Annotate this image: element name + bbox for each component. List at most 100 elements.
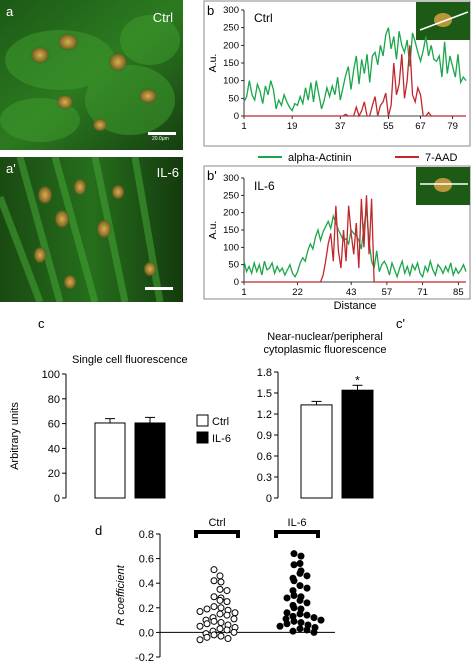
scatter-point-ctrl <box>223 587 231 595</box>
scatter-point-il-6 <box>296 610 304 618</box>
scatter-point-il-6 <box>290 561 298 569</box>
scatter-point-ctrl <box>216 596 224 604</box>
scatter-point-ctrl <box>203 605 211 613</box>
y-tick-label: 150 <box>223 58 239 69</box>
scatter-point-il-6 <box>296 569 304 577</box>
scatter-point-ctrl <box>210 577 218 585</box>
y-axis-label: A.u. <box>207 54 219 73</box>
scatter-point-ctrl <box>230 628 238 636</box>
y-tick-label: 250 <box>223 23 239 34</box>
scatter-point-il-6 <box>310 628 318 636</box>
scatter-point-il-6 <box>283 620 291 628</box>
scatter-point-il-6 <box>290 604 298 612</box>
scatter-point-il-6 <box>303 626 311 634</box>
y-tick-label: 0.6 <box>139 554 154 566</box>
scatter-point-ctrl <box>223 626 231 634</box>
scatter-point-ctrl <box>196 607 204 615</box>
x-tick-label: 37 <box>335 121 346 132</box>
legend-label: IL-6 <box>212 433 231 445</box>
scatter-point-ctrl <box>217 619 225 627</box>
micrograph-condition-label: Ctrl <box>152 10 173 25</box>
category-label: IL-6 <box>288 517 307 529</box>
bar-il-6 <box>134 422 166 499</box>
series-line-7-aad <box>244 45 466 118</box>
x-tick-label: 71 <box>417 287 428 298</box>
x-tick-label: 1 <box>241 287 246 298</box>
x-tick-label: 67 <box>415 121 426 132</box>
y-tick-label: 0 <box>54 493 60 505</box>
scatter-point-ctrl <box>203 633 211 641</box>
bar-chart-near-nuclear: c' 0 0.3 0.6 0.9 1.2 1.5 1.8 Near-nuclear/periph… <box>257 318 405 505</box>
inset-label: Ctrl <box>254 11 273 25</box>
y-tick-label: 0.6 <box>257 451 272 463</box>
chart-title: Single cell fluorescence <box>72 354 188 366</box>
y-tick-label: 200 <box>223 208 239 219</box>
scatter-point-ctrl <box>217 604 225 612</box>
x-tick-label: 57 <box>382 287 393 298</box>
scatter-point-ctrl <box>217 578 225 586</box>
scatter-point-ctrl <box>216 625 224 633</box>
category-label: Ctrl <box>208 517 225 529</box>
y-tick-label: 300 <box>223 173 239 184</box>
chart-title-line: Near-nuclear/peripheral <box>267 331 383 343</box>
y-tick-label: 0.9 <box>257 430 272 442</box>
legend-swatch <box>196 414 209 427</box>
y-axis-label: A.u. <box>207 221 219 240</box>
y-tick-label: 0.2 <box>139 603 154 615</box>
scatter-point-il-6 <box>297 619 305 627</box>
scatter-point-il-6 <box>317 616 325 624</box>
scatter-point-ctrl <box>223 611 231 619</box>
scatter-point-il-6 <box>290 592 298 599</box>
y-tick-label: 20 <box>48 468 60 480</box>
legend-label: 7-AAD <box>425 152 457 164</box>
inset-nucleus <box>434 13 452 27</box>
scatter-point-ctrl <box>196 636 204 644</box>
scatter-point-il-6 <box>276 622 284 630</box>
significance-marker: * <box>355 373 360 387</box>
y-tick-label: 1.5 <box>257 388 272 400</box>
category-bracket <box>194 530 240 538</box>
series-line-7-aad <box>244 195 466 283</box>
y-tick-label: 0.3 <box>257 472 272 484</box>
line-chart-ctrl: b Ctrl 0 50 100 150 200 250 300 1 19 37 55 67 79 A.u. <box>203 0 471 147</box>
x-tick-label: 43 <box>346 287 357 298</box>
y-tick-label: 200 <box>223 40 239 51</box>
x-tick-label: 79 <box>447 121 458 132</box>
scatter-point-il-6 <box>303 599 311 607</box>
scatter-point-ctrl <box>223 598 231 606</box>
panel-label: b' <box>207 168 217 183</box>
scatter-point-il-6 <box>303 611 311 619</box>
scatter-point-ctrl <box>196 622 204 630</box>
y-tick-label: 100 <box>223 242 239 253</box>
scatter-chart-r-coefficient: d -0.2 0.0 0.2 0.4 0.6 0.8 R coefficient Ctrl IL-… <box>95 517 335 663</box>
scatter-point-il-6 <box>296 596 304 604</box>
y-tick-label: 0.4 <box>139 578 154 590</box>
scatter-point-ctrl <box>210 631 218 639</box>
y-tick-label: 40 <box>48 443 60 455</box>
scatter-point-il-6 <box>310 614 318 622</box>
panel-label: d <box>95 523 102 538</box>
category-bracket <box>274 530 320 538</box>
series-line-alpha-actinin <box>243 27 467 113</box>
x-axis-label: Distance <box>334 300 377 312</box>
y-tick-label: 60 <box>48 419 60 431</box>
scatter-point-il-6 <box>297 552 305 560</box>
scatter-point-ctrl <box>210 603 218 611</box>
bar-chart-single-cell: c 0 20 40 60 80 100 Arbitrary units Single cell … <box>9 318 188 505</box>
inset-label: IL-6 <box>254 179 275 193</box>
panel-label: b <box>207 3 214 18</box>
y-tick-label: 1.8 <box>257 367 272 379</box>
scatter-point-il-6 <box>290 617 298 625</box>
panel-label: c <box>38 318 45 331</box>
y-tick-label: 0 <box>234 111 239 122</box>
y-tick-label: 150 <box>223 225 239 236</box>
chart-title-line: cytoplasmic fluorescence <box>264 344 387 356</box>
y-tick-label: 0 <box>266 493 272 505</box>
scatter-point-il-6 <box>290 577 298 585</box>
scatter-point-ctrl <box>217 632 225 640</box>
scatter-point-il-6 <box>303 584 311 592</box>
y-tick-label: 100 <box>223 76 239 87</box>
scatter-point-il-6 <box>296 560 304 568</box>
legend-swatch <box>196 431 209 444</box>
y-tick-label: 250 <box>223 190 239 201</box>
